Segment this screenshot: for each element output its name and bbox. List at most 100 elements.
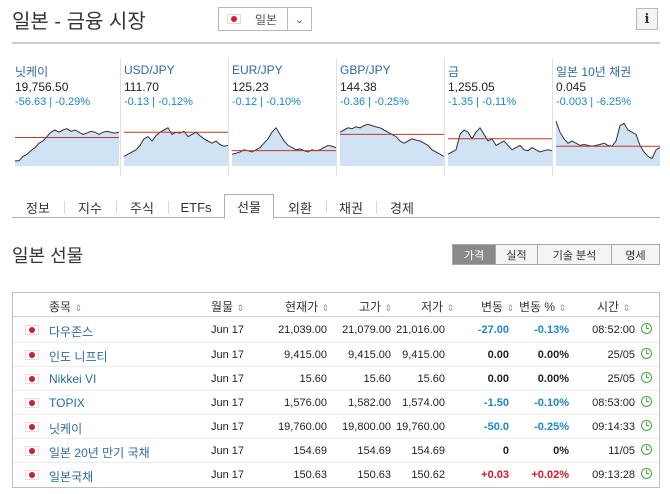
tile-name[interactable]: GBP/JPY	[340, 63, 391, 77]
sparkline-line	[555, 121, 661, 160]
instrument-name-link[interactable]: 인도 니프티	[49, 350, 108, 364]
market-tile[interactable]: 일본 10년 채권 0.045 -0.003 | -6.25%	[552, 58, 661, 176]
change-value: -50.0	[483, 421, 509, 433]
instrument-name-link[interactable]: 닛케이	[49, 422, 83, 436]
header-month[interactable]: 월물 ⇕	[211, 298, 244, 315]
header-name[interactable]: 종목 ⇕	[49, 298, 82, 315]
update-time: 09:14:33	[592, 421, 635, 433]
tile-change-value: -0.003	[556, 96, 588, 108]
tile-change-pct: -6.25%	[596, 96, 632, 108]
header-change-pct[interactable]: 변동 % ⇕	[519, 298, 566, 315]
view-button-technical[interactable]: 기술 분석	[537, 245, 611, 264]
market-tile[interactable]: GBP/JPY 144.38 -0.36 | -0.25%	[336, 58, 445, 176]
table-row[interactable]: 인도 니프티 Jun 17 9,415.00 9,415.00 9,415.00…	[13, 342, 659, 366]
market-tile[interactable]: 닛케이 19,756.50 -56.63 | -0.29%	[12, 58, 120, 176]
tile-name[interactable]: 일본 10년 채권	[556, 65, 632, 79]
japan-flag-icon	[25, 470, 39, 480]
tile-change: -0.13 | -0.12%	[124, 96, 193, 108]
table-header: 종목 ⇕ 월물 ⇕ 현재가 ⇕ 고가 ⇕ 저가 ⇕ 변동 ⇕ 변동 % ⇕ 시간…	[13, 293, 659, 317]
last-price: 21,039.00	[278, 324, 327, 336]
header-last[interactable]: 현재가 ⇕	[285, 298, 329, 315]
tile-price: 0.045	[556, 80, 587, 94]
clock-icon	[641, 372, 652, 383]
instrument-name-link[interactable]: TOPIX	[49, 396, 85, 410]
last-price: 19,760.00	[278, 421, 327, 433]
tile-price: 1,255.05	[448, 80, 495, 94]
table-row[interactable]: 일본국채 Jun 17 150.63 150.63 150.62 +0.03 +…	[13, 462, 659, 486]
header-low-label: 저가	[421, 300, 444, 314]
chevron-down-icon[interactable]: ⌄	[287, 8, 311, 30]
contract-month: Jun 17	[211, 469, 245, 481]
instrument-name-link[interactable]: 일본 20년 만기 국채	[49, 446, 150, 460]
clock-icon	[641, 468, 652, 479]
header-time[interactable]: 시간 ⇕	[597, 298, 630, 315]
last-price: 154.69	[293, 445, 327, 457]
header-divider	[12, 42, 660, 44]
sort-icon: ⇕	[236, 303, 244, 313]
header-low[interactable]: 저가 ⇕	[421, 298, 454, 315]
tab-stocks[interactable]: 주식	[116, 196, 168, 218]
table-row[interactable]: 일본 20년 만기 국채 Jun 17 154.69 154.69 154.69…	[13, 438, 659, 462]
japan-flag-icon	[227, 14, 241, 24]
tab-etfs[interactable]: ETFs	[168, 196, 224, 218]
sparkline-chart	[15, 128, 120, 166]
instrument-name-link[interactable]: 다우존스	[49, 325, 94, 339]
country-select[interactable]: 일본 ⌄	[218, 7, 312, 31]
market-tiles: 닛케이 19,756.50 -56.63 | -0.29% USD/JPY 11…	[12, 58, 661, 176]
japan-flag-icon	[25, 398, 39, 408]
header-change[interactable]: 변동 ⇕	[481, 298, 514, 315]
market-tile[interactable]: 금 1,255.05 -1.35 | -0.11%	[444, 58, 553, 176]
low-price: 154.69	[411, 445, 445, 457]
tile-change-pct: -0.12%	[158, 96, 193, 108]
table-row[interactable]: TOPIX Jun 17 1,576.00 1,582.00 1,574.00 …	[13, 390, 659, 414]
sparkline-area	[448, 127, 552, 166]
update-time: 08:53:00	[592, 397, 635, 409]
change-value: -27.00	[477, 324, 509, 336]
table-row[interactable]: Nikkei VI Jun 17 15.60 15.60 15.60 0.00 …	[13, 366, 659, 390]
table-row[interactable]: 닛케이 Jun 17 19,760.00 19,800.00 19,760.00…	[13, 414, 659, 438]
low-price: 150.62	[411, 469, 445, 481]
sparkline-area	[232, 127, 336, 166]
market-tile[interactable]: USD/JPY 111.70 -0.13 | -0.12%	[120, 58, 229, 176]
change-value: 0	[502, 445, 509, 457]
page-header: 일본 - 금융 시장 일본 ⌄ i	[0, 0, 670, 40]
view-button-performance[interactable]: 실적	[495, 245, 537, 264]
sort-icon: ⇕	[506, 303, 514, 313]
view-button-price[interactable]: 가격	[453, 245, 495, 264]
tile-name[interactable]: USD/JPY	[124, 63, 175, 77]
header-time-label: 시간	[597, 300, 620, 314]
update-time: 08:52:00	[592, 324, 635, 336]
sparkline-area	[15, 128, 119, 166]
change-percent: 0.00%	[537, 349, 569, 361]
tab-forex[interactable]: 외환	[288, 200, 312, 216]
sort-icon: ⇕	[384, 303, 392, 313]
sort-icon: ⇕	[446, 303, 454, 313]
tab-economy[interactable]: 경제	[376, 196, 428, 218]
low-price: 19,760.00	[396, 421, 445, 433]
table-row[interactable]: 다우존스 Jun 17 21,039.00 21,079.00 21,016.0…	[13, 318, 659, 342]
tab-bonds[interactable]: 채권	[326, 196, 376, 218]
header-high[interactable]: 고가 ⇕	[359, 298, 392, 315]
sparkline-area	[556, 121, 660, 166]
contract-month: Jun 17	[211, 421, 245, 433]
tile-name[interactable]: EUR/JPY	[232, 63, 283, 77]
instrument-name-link[interactable]: 일본국채	[49, 470, 94, 484]
header-month-label: 월물	[211, 300, 234, 314]
sparkline-line	[15, 128, 120, 162]
instrument-name-link[interactable]: Nikkei VI	[49, 372, 97, 386]
view-toggle: 가격 실적 기술 분석 명세	[452, 244, 660, 265]
tab-futures[interactable]: 선물	[224, 194, 274, 219]
tile-name[interactable]: 금	[448, 65, 460, 79]
clock-icon	[641, 444, 652, 455]
info-icon[interactable]: i	[636, 8, 658, 30]
sparkline-chart	[447, 126, 553, 166]
tab-indices[interactable]: 지수	[64, 196, 116, 218]
last-price: 9,415.00	[284, 349, 327, 361]
low-price: 21,016.00	[396, 324, 445, 336]
tab-info[interactable]: 정보	[26, 200, 50, 216]
tile-name[interactable]: 닛케이	[15, 65, 49, 79]
market-tile[interactable]: EUR/JPY 125.23 -0.12 | -0.10%	[228, 58, 337, 176]
header-change-label: 변동	[481, 300, 504, 314]
japan-flag-icon	[25, 350, 39, 360]
view-button-specs[interactable]: 명세	[611, 245, 659, 264]
